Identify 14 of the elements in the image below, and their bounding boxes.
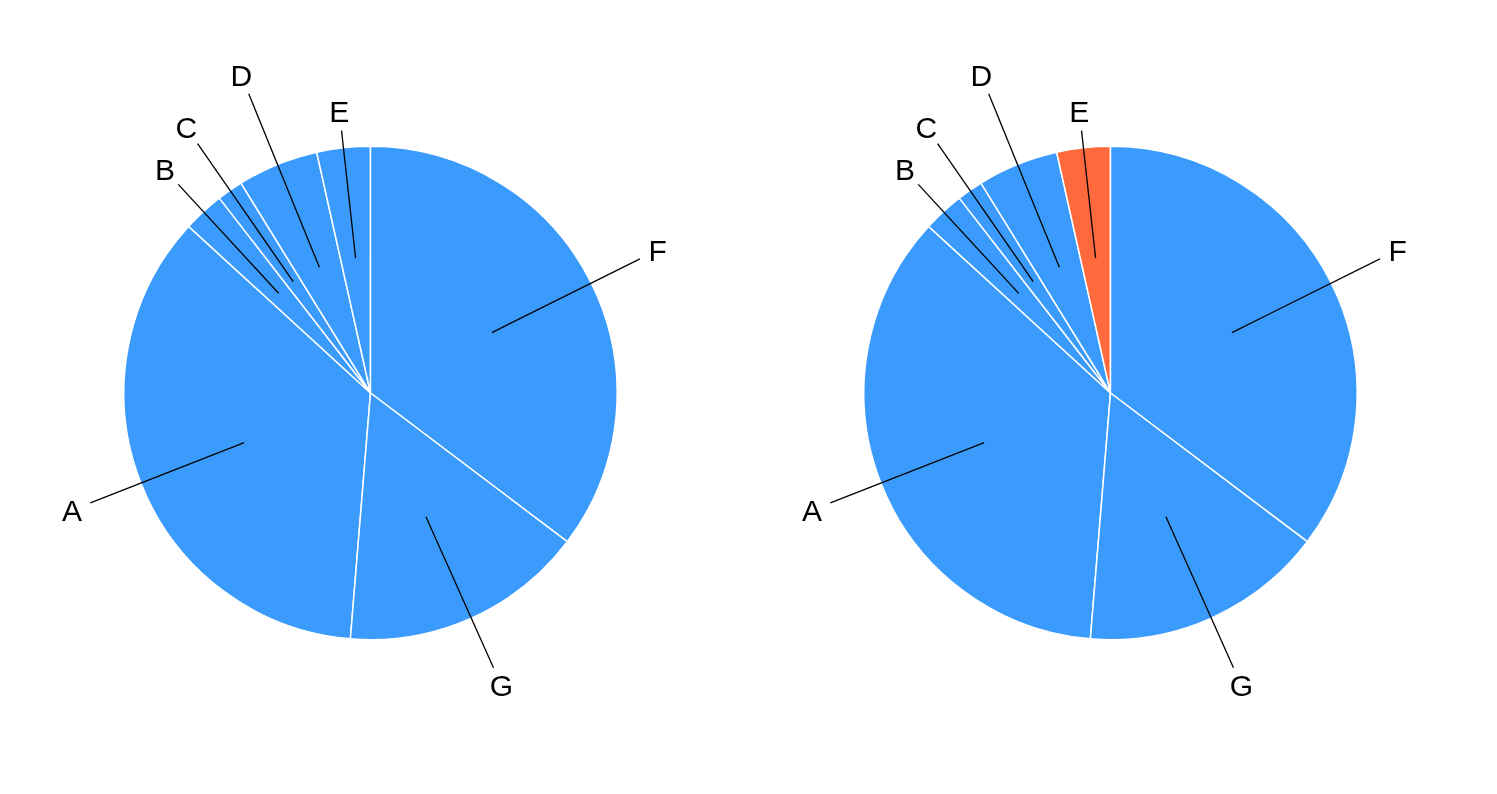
slice-label: D [230, 58, 253, 92]
slice-label: E [329, 94, 350, 128]
slice-label: B [894, 153, 915, 187]
slice-label: B [154, 153, 175, 187]
slice-label: G [489, 669, 514, 703]
slice-label: E [1069, 94, 1090, 128]
slice-label: A [61, 493, 82, 527]
slice-label: G [1229, 669, 1254, 703]
slice-label: F [648, 233, 667, 267]
slice-label: F [1388, 233, 1407, 267]
slice-label: C [175, 110, 198, 144]
slice-label: C [915, 110, 938, 144]
slice-label: D [970, 58, 993, 92]
slice-label: A [801, 493, 822, 527]
